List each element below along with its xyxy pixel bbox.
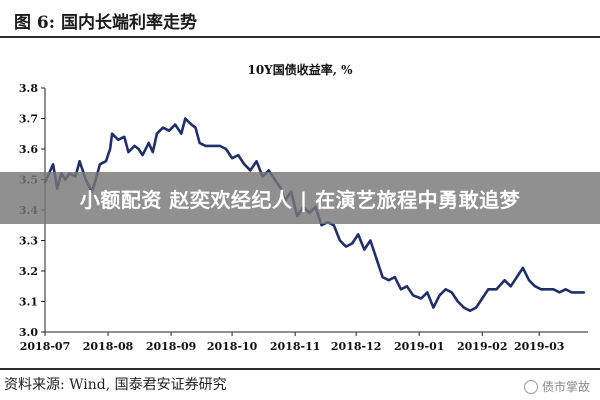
figure-title: 图 6: 国内长端利率走势: [14, 13, 197, 33]
banner-text: 小额配资 赵奕欢经纪人 | 在演艺旅程中勇敢追梦: [79, 187, 521, 212]
x-tick-label: 2018-12: [331, 340, 382, 353]
x-tick-label: 2018-10: [207, 340, 258, 353]
x-tick-label: 2018-11: [270, 340, 321, 353]
y-tick-label: 3.2: [19, 265, 38, 278]
source-note: 资料来源: Wind, 国泰君安证券研究: [4, 377, 227, 393]
y-tick-label: 3.8: [19, 82, 38, 95]
y-tick-label: 3.7: [19, 113, 38, 126]
y-tick-label: 3.6: [19, 143, 38, 156]
watermark: 债市掌故: [523, 378, 590, 395]
bottom-divider: [0, 368, 600, 370]
x-tick-label: 2018-07: [20, 340, 71, 353]
x-tick-label: 2018-09: [146, 340, 197, 353]
y-tick-label: 3.1: [19, 296, 38, 309]
x-tick-label: 2019-02: [457, 340, 508, 353]
x-tick-label: 2019-03: [514, 340, 565, 353]
chart-title: 10Y国债收益率, %: [247, 62, 353, 77]
overlay-banner: 小额配资 赵奕欢经纪人 | 在演艺旅程中勇敢追梦: [0, 172, 600, 224]
y-tick-label: 3.0: [19, 326, 38, 339]
x-tick-label: 2019-01: [394, 340, 445, 353]
wechat-icon: [523, 379, 538, 394]
x-tick-label: 2018-08: [83, 340, 134, 353]
axes-group: 3.03.13.23.33.43.53.63.73.82018-072018-0…: [19, 82, 588, 353]
title-divider: [0, 36, 600, 38]
y-tick-label: 3.3: [19, 235, 38, 248]
watermark-text: 债市掌故: [541, 380, 590, 394]
